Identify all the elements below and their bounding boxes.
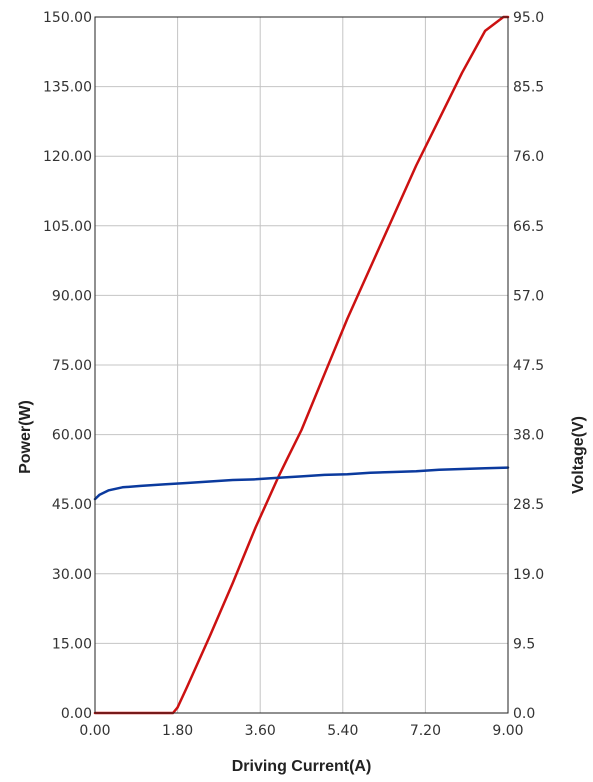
- x-tick-label: 3.60: [245, 723, 276, 739]
- y-tick-label: 90.00: [52, 288, 92, 304]
- y-tick-label: 60.00: [52, 428, 92, 444]
- plot-frame: [94, 16, 509, 714]
- y-tick-label: 45.00: [52, 497, 92, 513]
- y-tick-label: 0.00: [61, 706, 92, 722]
- y-tick-label: 15.00: [52, 636, 92, 652]
- voltage-series-line: [93, 466, 510, 501]
- x-tick-label: 0.00: [79, 723, 110, 739]
- y2-tick-label: 28.5: [513, 497, 544, 513]
- y2-tick-label: 76.0: [513, 149, 544, 165]
- y2-tick-labels: 0.0 9.5 19.0 28.5 38.0 47.5 57.0 66.5 76.0 85.5 95…: [513, 10, 544, 722]
- y-tick-label: 120.00: [43, 149, 92, 165]
- y2-tick-label: 47.5: [513, 358, 544, 374]
- x-tick-label: 7.20: [410, 723, 441, 739]
- y2-tick-label: 95.0: [513, 10, 544, 26]
- y-tick-label: 135.00: [43, 80, 92, 96]
- y-tick-label: 75.00: [52, 358, 92, 374]
- y2-tick-label: 57.0: [513, 288, 544, 304]
- x-tick-labels: 0.00 1.80 3.60 5.40 7.20 9.00: [79, 723, 523, 739]
- y2-tick-label: 9.5: [513, 636, 535, 652]
- y-tick-labels: 0.00 15.00 30.00 45.00 60.00 75.00 90.00 105.00…: [43, 10, 92, 722]
- x-axis-title: Driving Current(A): [232, 758, 372, 775]
- y2-tick-label: 38.0: [513, 428, 544, 444]
- y2-tick-label: 85.5: [513, 80, 544, 96]
- x-tick-label: 1.80: [162, 723, 193, 739]
- y2-tick-label: 66.5: [513, 219, 544, 235]
- y-tick-label: 30.00: [52, 567, 92, 583]
- x-tick-label: 5.40: [327, 723, 358, 739]
- y2-tick-label: 19.0: [513, 567, 544, 583]
- y-tick-label: 105.00: [43, 219, 92, 235]
- x-tick-label: 9.00: [492, 723, 523, 739]
- y2-tick-label: 0.0: [513, 706, 535, 722]
- y-tick-label: 150.00: [43, 10, 92, 26]
- y-axis-title: Power(W): [17, 400, 34, 474]
- grid-lines: [94, 16, 509, 714]
- y2-axis-title: Voltage(V): [570, 416, 587, 494]
